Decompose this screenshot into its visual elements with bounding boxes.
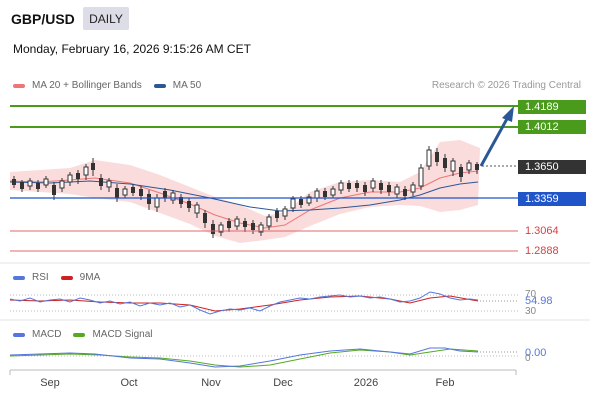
- macd-swatch: [13, 332, 25, 337]
- ma20-line: [9, 170, 479, 229]
- rsi-value: 54.98: [525, 295, 553, 307]
- forecast-arrow-head: [502, 106, 514, 122]
- macd-zero-label: 0: [525, 353, 531, 364]
- x-axis-label-dec: Dec: [273, 377, 293, 389]
- macd-legend: MACD MACD Signal: [13, 329, 152, 340]
- rsi-line: [9, 291, 479, 315]
- macd-signal-swatch: [73, 332, 86, 337]
- legend-item-ma50: MA 50: [153, 80, 202, 91]
- bollinger-band-area: [10, 140, 480, 243]
- support-2-label: 1.2888: [525, 245, 559, 257]
- x-axis-label-sep: Sep: [40, 377, 60, 389]
- rsi-lower-label: 30: [525, 306, 537, 317]
- bollinger-legend-label: MA 20 + Bollinger Bands: [32, 80, 142, 91]
- rsi-legend-label: RSI: [32, 272, 49, 283]
- current-price-tag: 1.3650: [518, 160, 586, 174]
- x-axis-label-feb: Feb: [435, 377, 455, 389]
- support-1-label: 1.3064: [525, 225, 559, 237]
- x-axis-label-oct: Oct: [120, 377, 138, 389]
- credit-text: Research © 2026 Trading Central: [431, 80, 581, 91]
- timestamp: Monday, February 16, 2026 9:15:26 AM CET: [13, 42, 251, 56]
- resistance-1-tag: 1.4012: [518, 120, 586, 134]
- x-axis-label-nov: Nov: [201, 377, 221, 389]
- x-axis-label-2026: 2026: [353, 377, 379, 389]
- resistance-2-tag: 1.4189: [518, 100, 586, 114]
- main-legend: MA 20 + Bollinger Bands MA 50: [13, 80, 201, 91]
- forecast-arrow-shaft: [479, 116, 510, 167]
- chart-header: GBP/USD DAILY: [0, 0, 590, 36]
- rsi-signal-legend-label: 9MA: [79, 272, 101, 283]
- rsi-legend: RSI 9MA: [13, 272, 100, 283]
- macd-signal-legend-label: MACD Signal: [92, 329, 153, 340]
- ma50-swatch: [153, 83, 166, 88]
- x-axis-ticks: [9, 370, 517, 375]
- macd-line: [9, 347, 479, 368]
- legend-item-bollinger: MA 20 + Bollinger Bands: [13, 80, 142, 91]
- bollinger-swatch: [13, 83, 25, 88]
- period-badge[interactable]: DAILY: [83, 7, 129, 30]
- macd-signal-line: [9, 348, 479, 368]
- rsi-upper-label: 70: [525, 289, 537, 300]
- macd-value: 0.00: [525, 347, 547, 359]
- ma50-legend-label: MA 50: [172, 80, 202, 91]
- symbol-title: GBP/USD: [11, 11, 75, 27]
- rsi-swatch: [13, 275, 25, 280]
- rsi-signal-swatch: [60, 275, 73, 280]
- pivot-tag: 1.3359: [518, 192, 586, 206]
- macd-legend-label: MACD: [32, 329, 62, 340]
- candlesticks: [12, 146, 479, 238]
